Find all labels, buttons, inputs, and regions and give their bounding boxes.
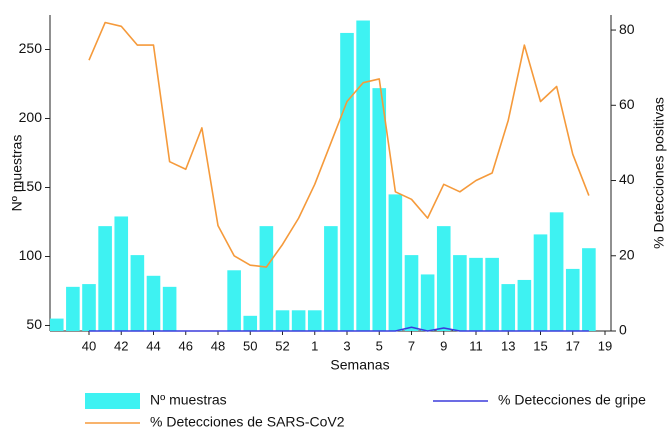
bar [372,88,387,331]
bar [82,284,96,331]
x-tick-label: 44 [146,338,160,353]
y-axis-title: Nº muestras [9,135,25,212]
bar [469,257,483,331]
line [88,21,590,268]
x-tick-label: 13 [501,338,515,353]
bar [243,315,258,331]
x-tick-label: 52 [275,338,289,353]
bar [404,255,419,331]
bar [146,275,161,331]
y2-tick-label: 0 [619,322,627,338]
y-tick-label: 50 [26,316,42,332]
y-tick-label: 200 [19,109,43,125]
x-tick-label: 46 [179,338,193,353]
x-tick-label: 50 [243,338,257,353]
bar [259,226,274,331]
bar [565,268,580,331]
bar [49,318,64,331]
y-tick-label: 150 [19,178,43,194]
bar [98,226,112,331]
bar [436,226,451,331]
bar [114,216,129,331]
x-tick-label: 19 [598,338,612,353]
bar [420,274,435,331]
bar [549,212,564,331]
x-tick-label: 9 [440,338,447,353]
y2-tick-label: 20 [619,246,635,262]
x-tick-label: 15 [533,338,547,353]
bar [130,255,145,331]
bar [485,257,499,331]
bar [66,286,80,331]
y2-tick-label: 40 [619,171,635,187]
x-tick-label: 42 [114,338,128,353]
bar [275,310,290,331]
x-tick-label: 48 [211,338,225,353]
legend-label: % Detecciones de SARS-CoV2 [150,414,345,430]
x-tick-label: 1 [311,338,318,353]
bar [356,20,370,331]
bar [501,284,516,331]
bar [388,194,403,331]
x-tick-label: 40 [82,338,96,353]
bar [324,226,338,331]
y-tick-label: 250 [19,40,43,56]
y-tick-label: 100 [19,247,43,263]
legend-label: Nº muestras [150,392,227,408]
x-tick-label: 11 [469,338,483,353]
x-axis-title: Semanas [330,357,389,373]
bar [453,255,467,331]
bar [307,310,322,331]
legend-label: % Detecciones de gripe [498,392,646,408]
bar [227,270,241,331]
bar [582,248,596,331]
y2-tick-label: 60 [619,96,635,112]
x-tick-label: 5 [376,338,383,353]
bar [533,234,548,331]
bar [162,286,177,331]
x-tick-label: 3 [343,338,350,353]
x-tick-label: 17 [566,338,580,353]
x-tick-label: 7 [408,338,415,353]
legend-swatch [85,393,140,409]
bar [291,310,306,331]
bar [340,32,354,331]
line [89,326,589,332]
y2-tick-label: 80 [619,21,635,37]
bar [517,279,532,331]
y2-axis-title: % Detecciones positivas [651,97,667,249]
